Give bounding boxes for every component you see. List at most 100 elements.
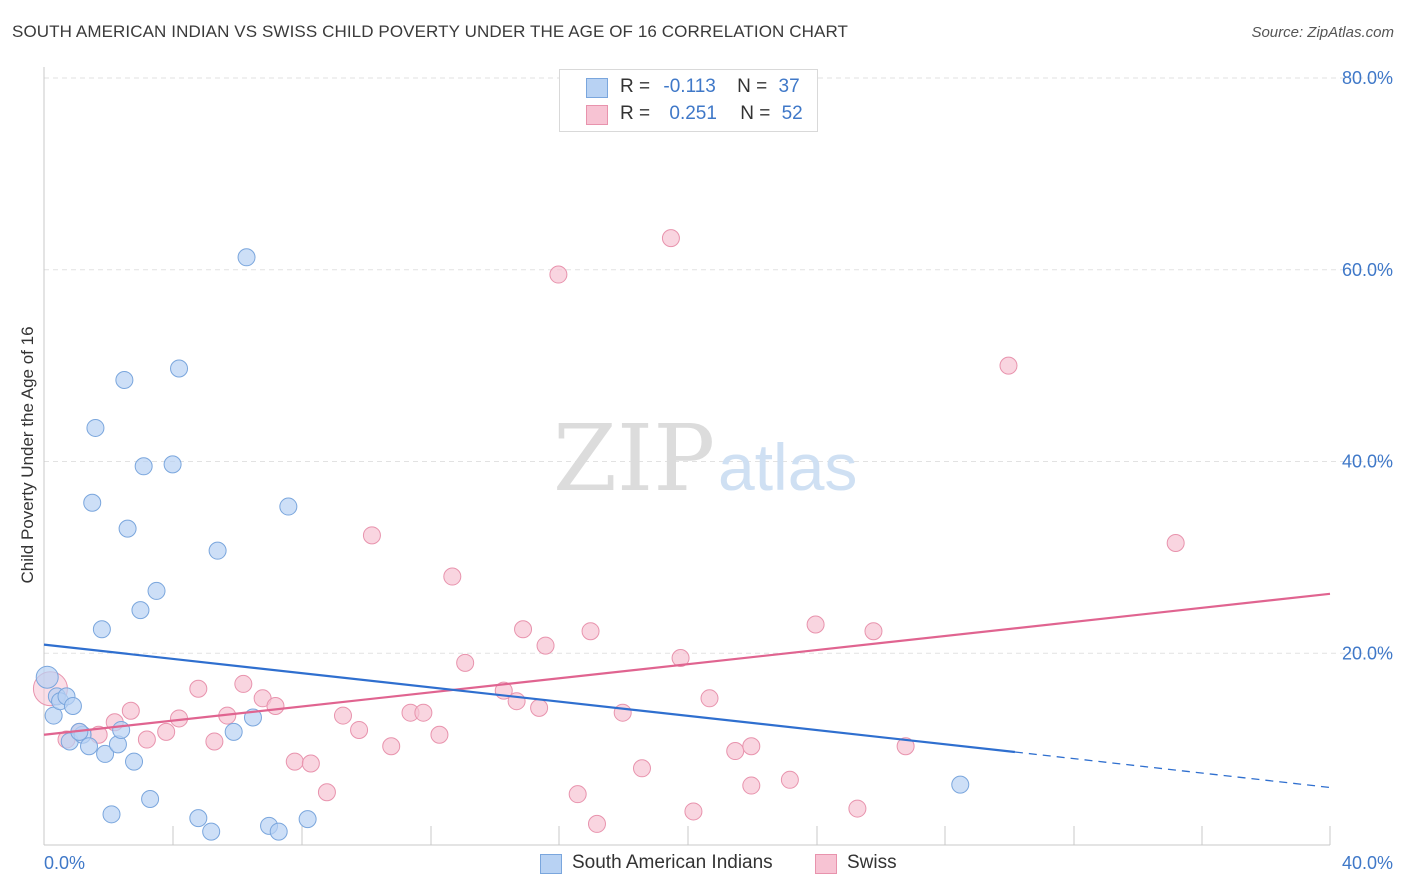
swiss-point xyxy=(430,725,449,744)
south-american-point xyxy=(115,371,134,390)
swiss-point xyxy=(613,703,632,722)
legend-n-value: 52 xyxy=(781,103,803,124)
y-tick-label: 80.0% xyxy=(1342,68,1393,88)
south-american-point xyxy=(208,541,227,560)
swiss-point xyxy=(317,783,336,802)
south-american-point xyxy=(141,789,160,808)
swiss-point xyxy=(632,759,651,778)
y-tick-label: 40.0% xyxy=(1342,452,1393,472)
swiss-point xyxy=(189,679,208,698)
legend-swatch-blue xyxy=(586,78,608,98)
south-american-point xyxy=(112,720,131,739)
south-american-point xyxy=(35,665,59,689)
swiss-point xyxy=(205,732,224,751)
south-american-point xyxy=(202,822,221,841)
south-american-point xyxy=(96,744,115,763)
swiss-point xyxy=(362,526,381,545)
south-american-point xyxy=(170,359,189,378)
y-tick-label: 60.0% xyxy=(1342,260,1393,280)
swiss-point xyxy=(999,356,1018,375)
swiss-point xyxy=(285,752,304,771)
swiss-point xyxy=(414,703,433,722)
bottom-legend-label: South American Indians xyxy=(572,852,773,873)
swiss-point xyxy=(443,567,462,586)
swiss-point xyxy=(671,649,690,668)
axes xyxy=(43,67,1331,846)
watermark-atlas: atlas xyxy=(718,430,857,504)
south-american-point xyxy=(63,696,82,715)
swiss-point xyxy=(536,636,555,655)
south-american-point xyxy=(269,822,288,841)
south-american-point xyxy=(951,775,970,794)
swiss-point xyxy=(333,706,352,725)
swiss-point xyxy=(1166,533,1185,552)
swiss-point xyxy=(684,802,703,821)
legend-swatch-pink xyxy=(586,105,608,125)
grid-lines xyxy=(44,77,1393,654)
south-american-point xyxy=(92,620,111,639)
correlation-legend: R = -0.113 N = 37 R = 0.251 N = 52 xyxy=(559,69,818,132)
south-american-point xyxy=(189,809,208,828)
south-american-point xyxy=(163,455,182,474)
swiss-points xyxy=(32,229,1185,833)
south-american-point xyxy=(134,457,153,476)
trend-lines xyxy=(43,592,1331,789)
swiss-point xyxy=(530,698,549,717)
watermark-zip: ZIP xyxy=(553,405,715,512)
south-american-point xyxy=(118,519,137,538)
bottom-legend-swatch-blue xyxy=(540,854,562,874)
south-american-point xyxy=(83,493,102,512)
swiss-point xyxy=(301,754,320,773)
swiss-point xyxy=(137,730,156,749)
chart-title: SOUTH AMERICAN INDIAN VS SWISS CHILD POV… xyxy=(12,22,849,41)
swiss-point xyxy=(382,737,401,756)
swiss-point xyxy=(700,689,719,708)
south-american-point xyxy=(131,601,150,620)
legend-n-value: 37 xyxy=(778,76,800,97)
south-american-point xyxy=(298,810,317,829)
swiss-point xyxy=(661,229,680,248)
legend-n-label: N = xyxy=(737,76,768,97)
legend-r-value: 0.251 xyxy=(669,103,717,124)
swiss-point xyxy=(864,622,883,641)
legend-r-label: R = xyxy=(620,76,651,97)
south-american-trend-extension xyxy=(1014,751,1331,789)
south-american-point xyxy=(237,248,256,267)
swiss-point xyxy=(780,770,799,789)
swiss-point xyxy=(157,722,176,741)
swiss-point xyxy=(514,620,533,639)
swiss-point xyxy=(234,674,253,693)
swiss-point xyxy=(581,622,600,641)
swiss-point xyxy=(568,785,587,804)
swiss-point xyxy=(350,720,369,739)
bottom-legend-swatch-pink xyxy=(815,854,837,874)
south-american-point xyxy=(125,752,144,771)
south-american-point xyxy=(80,737,99,756)
swiss-point xyxy=(742,737,761,756)
swiss-point xyxy=(549,265,568,284)
south-american-point xyxy=(102,805,121,824)
south-american-point xyxy=(147,581,166,600)
y-tick-label: 20.0% xyxy=(1342,643,1393,663)
swiss-point xyxy=(121,701,140,720)
x-tick-label: 40.0% xyxy=(1342,853,1393,873)
south-american-trend-line xyxy=(43,643,1016,754)
swiss-point xyxy=(806,615,825,634)
south-american-point xyxy=(86,418,105,437)
x-tick-label: 0.0% xyxy=(44,853,85,873)
bottom-legend-label: Swiss xyxy=(847,852,897,873)
source-label: Source: ZipAtlas.com xyxy=(1251,24,1394,41)
legend-r-value: -0.113 xyxy=(663,76,716,97)
legend-r-label: R = xyxy=(620,103,651,124)
south-american-point xyxy=(224,722,243,741)
swiss-point xyxy=(742,776,761,795)
swiss-point xyxy=(587,814,606,833)
legend-n-label: N = xyxy=(740,103,771,124)
swiss-trend-line xyxy=(43,592,1331,736)
south-american-points xyxy=(35,248,970,841)
swiss-point xyxy=(726,742,745,761)
swiss-point xyxy=(266,696,285,715)
south-american-point xyxy=(279,497,298,516)
swiss-point xyxy=(896,737,915,756)
